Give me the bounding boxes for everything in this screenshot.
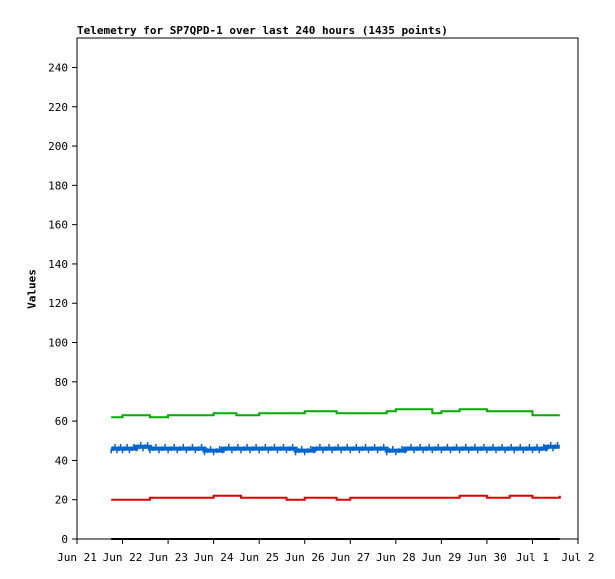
x-tick-label-2: Jun 23 [148,551,188,564]
y-tick-label-140: 140 [48,258,68,271]
x-tick-label-5: Jun 26 [285,551,325,564]
y-tick-label-80: 80 [55,376,68,389]
x-tick-label-1: Jun 22 [103,551,143,564]
y-tick-label-100: 100 [48,337,68,350]
y-tick-label-160: 160 [48,219,68,232]
x-tick-label-6: Jun 27 [330,551,370,564]
x-tick-label-10: Jul 1 [516,551,549,564]
y-tick-label-220: 220 [48,101,68,114]
y-tick-label-180: 180 [48,179,68,192]
x-tick-label-4: Jun 25 [239,551,279,564]
y-tick-label-0: 0 [61,533,68,546]
x-tick-label-3: Jun 24 [194,551,234,564]
y-tick-label-120: 120 [48,297,68,310]
x-tick-label-9: Jun 30 [467,551,507,564]
plot-frame [76,37,579,540]
x-tick-label-11: Jul 2 [561,551,594,564]
y-tick-label-60: 60 [55,415,68,428]
series-line-2 [111,494,561,501]
series-line-0 [111,408,560,419]
y-tick-label-20: 20 [55,494,68,507]
chart-title: Telemetry for SP7QPD-1 over last 240 hou… [77,24,448,37]
y-tick-label-200: 200 [48,140,68,153]
x-tick-label-7: Jun 28 [376,551,416,564]
x-tick-label-0: Jun 21 [57,551,97,564]
y-tick-label-240: 240 [48,61,68,74]
x-tick-label-8: Jun 29 [421,551,461,564]
y-tick-label-40: 40 [55,454,68,467]
